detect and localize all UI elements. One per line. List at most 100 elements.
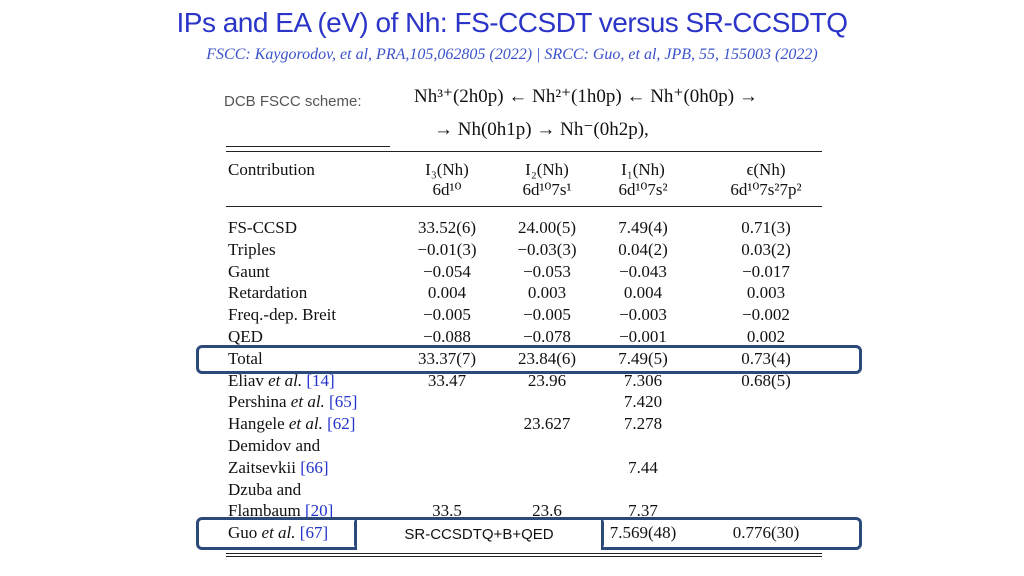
table-header-i1: I₁(Nh) 6d¹⁰7s² [618,160,668,199]
row-label-text: FS-CCSD [228,218,297,237]
table-cell: 7.37 [628,501,658,521]
table-row: Dzuba and [226,479,826,501]
table-cell: 23.96 [527,370,567,390]
row-label: Hangele et al. [62] [228,413,355,435]
table-cell: −0.053 [523,261,571,281]
row-label-text: Gaunt [228,261,270,281]
row-label: Zaitsevkii [66] [228,457,329,479]
row-label: QED [228,326,263,348]
table-cell: 23.627 [523,414,571,434]
table-cell: 0.04(2) [618,239,668,259]
table-cell: 7.569(48) [609,523,677,543]
citation-link[interactable]: [66] [300,457,329,477]
row-label-text: Demidov and [228,436,321,455]
table-cell: 0.68(5) [741,370,791,390]
table-cell: −0.003 [619,305,667,325]
table-cell: 33.47 [427,370,467,390]
table-header-rule [226,206,822,207]
table-top-rule-short [226,146,390,147]
table-cell: 7.278 [623,414,663,434]
row-label: Flambaum [20] [228,500,333,522]
row-label: Freq.-dep. Breit [228,304,336,326]
table-row: Hangele et al. [62] 23.627 7.278 [226,413,826,435]
row-label: Retardation [228,282,307,304]
table-row: Gaunt −0.054 −0.053 −0.043 −0.017 [226,261,826,283]
table-cell: 0.003 [746,283,786,303]
row-label: Total [228,348,263,370]
table-cell: −0.043 [619,261,667,281]
table-header-i2: I₂(Nh) 6d¹⁰7s¹ [522,160,572,199]
table-cell: 0.71(3) [741,218,791,237]
table-row: Eliav et al. [14] 33.47 23.96 7.306 0.68(5) [226,370,826,392]
row-label-text: Triples [228,239,276,259]
citation-link[interactable]: [14] [306,370,335,390]
table-bottom-rule-2 [226,556,822,557]
table-row: Zaitsevkii [66] 7.44 [226,457,826,479]
table-row: Pershina et al. [65] 7.420 [226,391,826,413]
slide-title: IPs and EA (eV) of Nh: FS-CCSDT versus S… [176,7,848,38]
table-cell: −0.03(3) [517,239,577,259]
row-label: Eliav et al. [14] [228,370,335,392]
citation-link[interactable]: [20] [304,501,334,521]
row-label: Dzuba and [228,479,301,501]
row-label: Guo et al. [67] [228,522,328,544]
table-row: Triples −0.01(3) −0.03(3) 0.04(2) 0.03(2) [226,239,826,261]
row-label: Pershina et al. [65] [228,391,357,413]
table-cell: 7.49(5) [618,348,668,368]
table-cell: 0.73(4) [741,348,791,368]
table-cell: 0.004 [427,283,467,303]
table-row: Freq.-dep. Breit −0.005 −0.005 −0.003 −0.002 [226,304,826,326]
table-cell: −0.078 [523,327,571,346]
table-cell: 0.002 [746,327,786,346]
row-label: Gaunt [228,261,270,283]
table-cell: 7.44 [628,457,658,477]
table-bottom-rule [226,553,822,554]
scheme-line-1: Nh³⁺(2h0p) ← Nh²⁺(1h0p) ← Nh⁺(0h0p) → [414,86,758,107]
guo-method-label: SR-CCSDTQ+B+QED [357,520,601,550]
table-cell: 7.306 [623,370,663,390]
row-label-text: Eliav et al. [228,370,303,390]
table-cell: −0.005 [523,305,571,325]
table-cell: 24.00(5) [517,218,577,237]
table-cell: 0.776(30) [732,523,800,543]
table-header-contribution: Contribution [228,160,315,179]
total-row-highlight [196,345,862,374]
table-cell: −0.001 [619,327,667,346]
row-label-text: Total [228,348,263,368]
row-label-text: Flambaum [228,501,305,521]
row-label-text: Freq.-dep. Breit [228,305,337,325]
table-row: Guo et al. [67] 7.569(48) 0.776(30) [226,522,826,544]
row-label-text: Zaitsevkii [228,457,301,477]
table-top-rule [226,151,822,152]
citation-link[interactable]: [65] [329,392,358,412]
row-label-text: QED [228,327,263,346]
table-cell: −0.017 [742,261,790,281]
row-label-text: Hangele et al. [228,414,323,434]
table-row: Flambaum [20] 33.5 23.6 7.37 [226,500,826,522]
table-cell: 33.52(6) [417,218,477,237]
table-cell: −0.002 [742,305,790,325]
slide-subtitle: FSCC: Kaygorodov, et al, PRA,105,062805 … [206,46,818,63]
table-cell: −0.01(3) [417,239,477,259]
table-row: Total 33.37(7) 23.84(6) 7.49(5) 0.73(4) [226,348,826,370]
table-cell: 33.5 [432,501,462,521]
table-cell: 0.003 [527,283,567,303]
table-cell: −0.088 [423,327,471,346]
table-cell: 7.49(4) [618,218,668,237]
citation-link[interactable]: [67] [299,523,329,543]
citation-link[interactable]: [62] [327,414,356,434]
row-label-text: Guo et al. [228,523,296,543]
table-row: QED −0.088 −0.078 −0.001 0.002 [226,326,826,348]
row-label-text: Dzuba and [228,479,302,499]
table-header-ea: ϵ(Nh) 6d¹⁰7s²7p² [730,160,802,199]
row-label: FS-CCSD [228,217,297,239]
scheme-label: DCB FSCC scheme: [224,93,362,110]
row-label-text: Retardation [228,283,308,303]
table-cell: −0.005 [423,305,471,325]
table-row: FS-CCSD 33.52(6) 24.00(5) 7.49(4) 0.71(3) [226,217,826,239]
table-cell: 23.6 [532,501,562,521]
table-row: Retardation 0.004 0.003 0.004 0.003 [226,282,826,304]
fscc-scheme: Nh³⁺(2h0p) ← Nh²⁺(1h0p) ← Nh⁺(0h0p) → → … [414,80,758,146]
row-label: Triples [228,239,276,261]
table-cell: −0.054 [423,261,471,281]
